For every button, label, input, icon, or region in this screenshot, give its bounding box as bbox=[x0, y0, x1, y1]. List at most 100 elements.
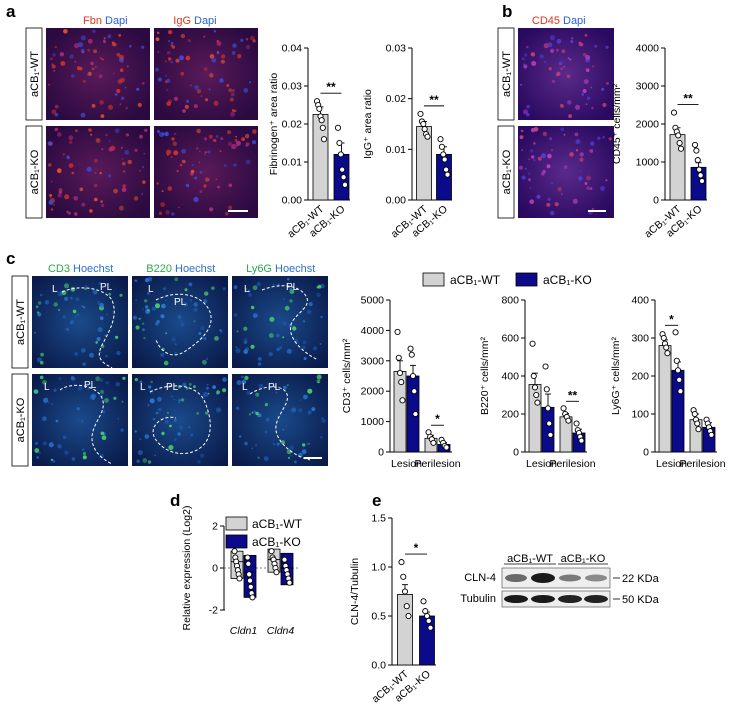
cell-speckle bbox=[50, 57, 53, 61]
data-point bbox=[693, 147, 700, 154]
cell-speckle bbox=[594, 44, 598, 48]
cell-speckle bbox=[219, 78, 224, 83]
cell-speckle bbox=[216, 407, 222, 413]
cell-speckle bbox=[99, 378, 104, 383]
blot-band bbox=[585, 574, 607, 582]
cell-speckle bbox=[164, 60, 167, 63]
cell-speckle bbox=[243, 340, 248, 344]
cell-speckle bbox=[62, 153, 65, 156]
data-point bbox=[422, 608, 429, 615]
cell-speckle bbox=[550, 149, 554, 152]
data-point bbox=[339, 166, 346, 173]
cell-speckle bbox=[306, 309, 312, 315]
blot-band bbox=[559, 574, 581, 582]
cell-speckle bbox=[586, 186, 591, 191]
cell-speckle bbox=[165, 420, 169, 424]
cell-speckle bbox=[82, 455, 87, 460]
cell-speckle bbox=[108, 292, 112, 296]
cell-speckle bbox=[289, 445, 295, 451]
y-tick-label: 0.00 bbox=[386, 195, 407, 207]
cell-speckle bbox=[212, 385, 217, 389]
row-label-box bbox=[497, 27, 515, 121]
data-point bbox=[694, 420, 701, 427]
y-tick-label: 3000 bbox=[636, 81, 660, 93]
cell-speckle bbox=[58, 377, 62, 381]
cell-speckle bbox=[212, 138, 216, 142]
cell-speckle bbox=[245, 288, 248, 291]
data-point bbox=[420, 598, 427, 605]
cell-speckle bbox=[567, 57, 570, 59]
cell-speckle bbox=[122, 170, 126, 173]
cell-speckle bbox=[285, 424, 288, 427]
cell-speckle bbox=[40, 352, 44, 357]
cell-speckle bbox=[142, 328, 145, 332]
cell-speckle bbox=[100, 200, 103, 203]
cell-speckle bbox=[104, 334, 107, 337]
data-point bbox=[281, 556, 288, 563]
cell-speckle bbox=[290, 290, 292, 293]
cell-speckle bbox=[116, 350, 121, 356]
cell-speckle bbox=[114, 128, 120, 134]
cell-speckle bbox=[96, 300, 101, 305]
cell-speckle bbox=[179, 55, 184, 61]
cell-speckle bbox=[147, 308, 150, 312]
cell-speckle bbox=[181, 148, 187, 154]
cell-speckle bbox=[171, 337, 176, 342]
data-point bbox=[401, 588, 409, 595]
cell-speckle bbox=[203, 137, 208, 141]
data-point bbox=[286, 579, 293, 586]
micro-title-cd45: CD45 bbox=[532, 15, 560, 27]
micrograph-cd45-wt bbox=[518, 28, 614, 120]
cell-speckle bbox=[590, 187, 593, 190]
cell-speckle bbox=[605, 45, 609, 49]
cell-speckle bbox=[563, 165, 568, 169]
cell-speckle bbox=[560, 127, 565, 132]
cell-speckle bbox=[57, 193, 62, 198]
cell-speckle bbox=[171, 212, 175, 216]
cell-speckle bbox=[63, 29, 68, 34]
cell-speckle bbox=[575, 149, 579, 152]
cell-speckle bbox=[69, 296, 73, 300]
cell-speckle bbox=[93, 49, 97, 54]
cell-speckle bbox=[209, 73, 214, 78]
cell-speckle bbox=[101, 148, 104, 151]
data-point bbox=[268, 548, 275, 555]
cell-speckle bbox=[52, 53, 56, 57]
cell-speckle bbox=[199, 170, 203, 174]
cell-speckle bbox=[54, 45, 57, 49]
cell-speckle bbox=[99, 316, 104, 321]
cell-speckle bbox=[608, 137, 612, 141]
blot-band bbox=[584, 595, 608, 603]
cell-speckle bbox=[147, 404, 150, 407]
data-point bbox=[273, 569, 280, 576]
cell-speckle bbox=[182, 159, 186, 164]
y-tick-label: 600 bbox=[501, 333, 519, 345]
cell-speckle bbox=[272, 283, 275, 286]
cell-speckle bbox=[101, 58, 104, 61]
data-point bbox=[675, 132, 682, 139]
cell-speckle bbox=[54, 112, 59, 117]
data-point bbox=[698, 177, 706, 185]
cell-speckle bbox=[251, 447, 254, 450]
data-point bbox=[409, 372, 417, 380]
blot-band bbox=[531, 573, 555, 583]
cell-speckle bbox=[525, 45, 529, 49]
blot-band bbox=[505, 574, 527, 582]
cell-speckle bbox=[119, 293, 123, 297]
cell-speckle bbox=[44, 300, 50, 305]
legend-label-ko: aCB₁-KO bbox=[543, 273, 592, 287]
cell-speckle bbox=[173, 398, 176, 401]
cell-speckle bbox=[303, 394, 308, 400]
cell-speckle bbox=[536, 194, 541, 199]
legend-c: aCB₁-WT aCB₁-KO bbox=[422, 272, 592, 287]
cell-speckle bbox=[84, 287, 87, 291]
cell-speckle bbox=[137, 102, 142, 108]
y-axis-label: B220⁺ cells/mm² bbox=[479, 337, 491, 415]
cell-speckle bbox=[155, 37, 160, 42]
cell-speckle bbox=[48, 83, 51, 86]
cell-speckle bbox=[164, 299, 168, 302]
cell-speckle bbox=[97, 327, 103, 333]
cell-speckle bbox=[142, 165, 145, 169]
cell-speckle bbox=[530, 149, 534, 153]
data-point bbox=[695, 426, 702, 433]
